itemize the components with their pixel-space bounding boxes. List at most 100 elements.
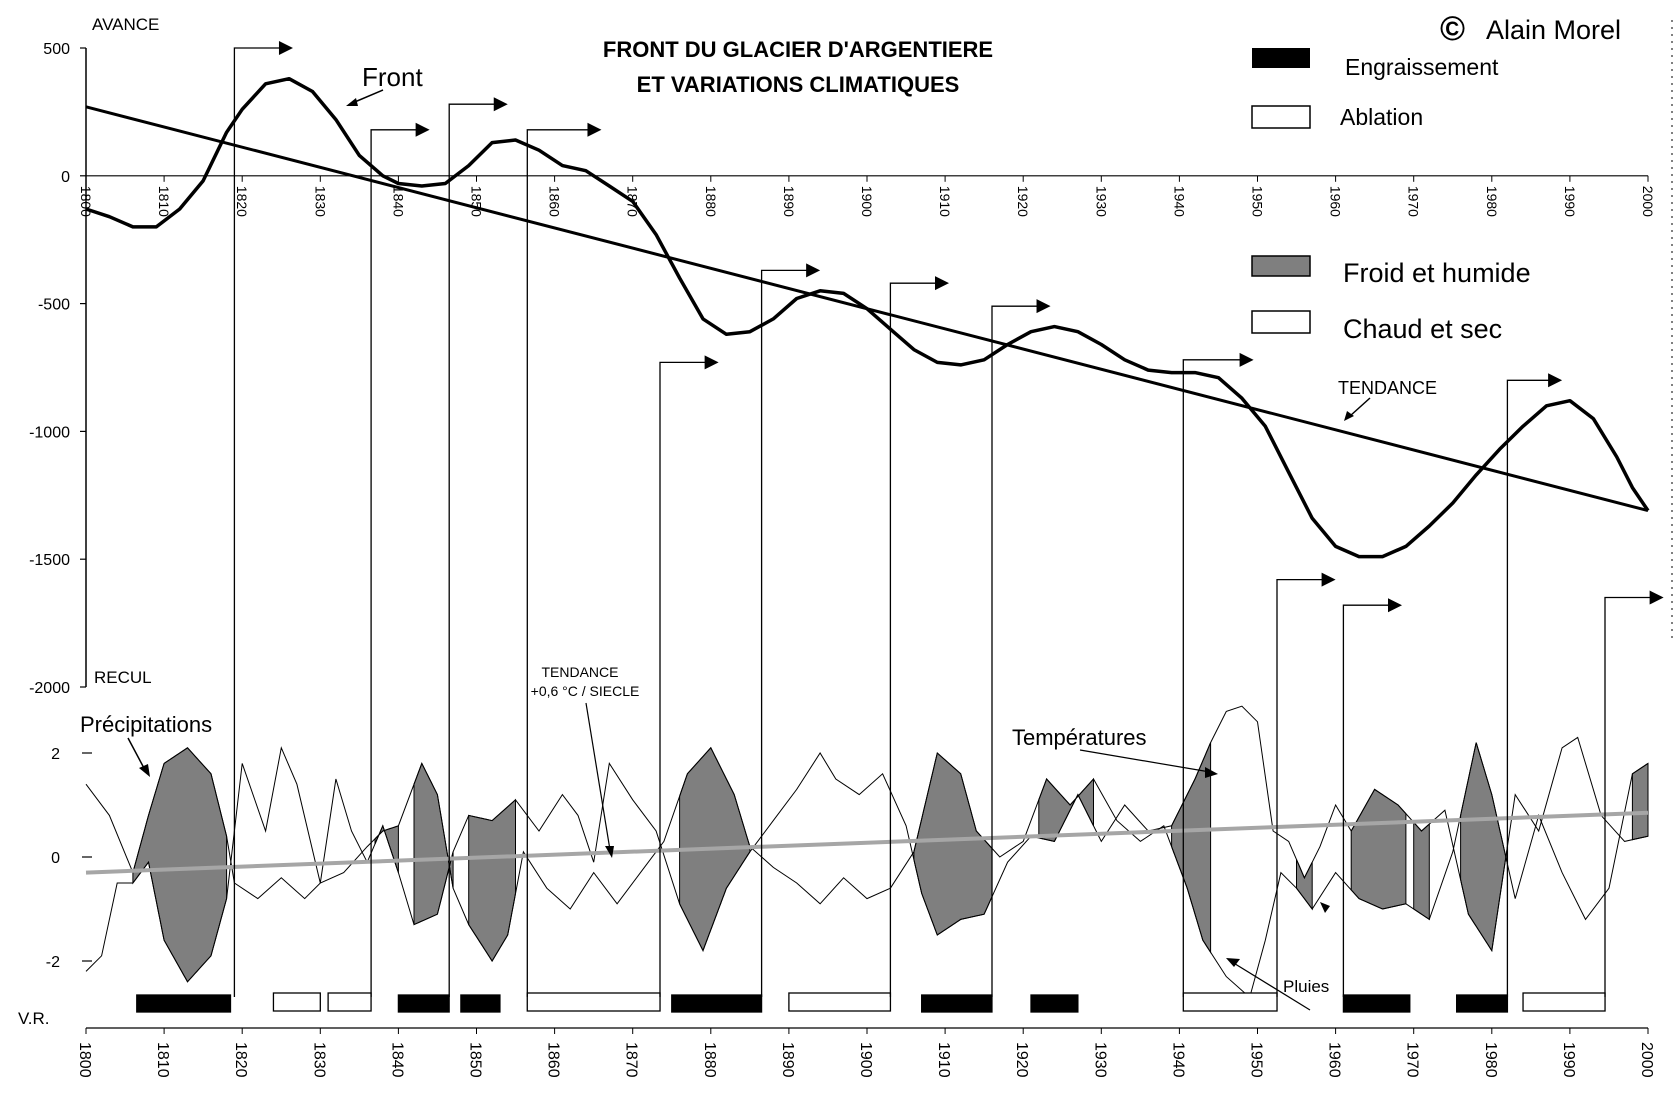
lower-x-tick-label: 1840 xyxy=(388,1042,405,1078)
link-arrowhead xyxy=(704,355,719,370)
link-arrowhead xyxy=(806,263,821,278)
copyright-author: Alain Morel xyxy=(1486,15,1621,45)
link-connector xyxy=(1604,596,1652,997)
precipitations-label: Précipitations xyxy=(80,712,212,737)
link-arrowhead xyxy=(278,41,293,55)
lower-y-tick-label: 0 xyxy=(51,850,60,867)
upper-x-tick-label: 1880 xyxy=(703,186,719,217)
upper-y-tick-label: 500 xyxy=(43,41,70,58)
link-arrowhead xyxy=(587,122,602,137)
upper-x-tick-label: 1850 xyxy=(469,186,485,217)
link-connector xyxy=(889,282,937,997)
link-arrowhead xyxy=(1321,572,1336,587)
lower-x-tick-label: 1870 xyxy=(623,1042,640,1078)
lower-x-tick-label: 1880 xyxy=(701,1042,718,1078)
front-label-arrowhead xyxy=(346,98,358,106)
link-connector xyxy=(659,361,707,997)
upper-y-tick-label: -500 xyxy=(38,297,70,314)
bar-ablation xyxy=(788,992,892,1012)
upper-y-tick-label: 0 xyxy=(61,169,70,186)
froid-humide-area xyxy=(1350,788,1407,910)
link-connector xyxy=(991,305,1039,997)
bar-ablation xyxy=(1522,992,1606,1012)
link-connector xyxy=(1182,359,1242,997)
lower-x-tick-label: 1860 xyxy=(545,1042,562,1078)
upper-x-tick-label: 1930 xyxy=(1093,186,1109,217)
link-arrowhead xyxy=(1548,373,1563,388)
lower-y-tick-label: 2 xyxy=(51,746,60,763)
lower-y-tick-label: -2 xyxy=(46,954,60,971)
bar-engraissement xyxy=(921,994,993,1013)
bar-ablation xyxy=(327,992,372,1012)
precipitations-arrowhead xyxy=(139,764,150,777)
upper-y-tick-label: -1000 xyxy=(29,424,70,441)
bar-engraissement xyxy=(397,994,450,1013)
link-connector xyxy=(233,47,281,997)
upper-x-tick-label: 1840 xyxy=(390,186,406,217)
legend-swatch-froid-humide xyxy=(1251,255,1311,277)
bar-engraissement xyxy=(671,994,763,1013)
temperatures-arrowhead xyxy=(1205,767,1218,778)
chart-title-line-2: ET VARIATIONS CLIMATIQUES xyxy=(637,72,960,97)
temperatures-line xyxy=(85,705,1649,983)
temp-trend-sublabel: +0,6 °C / SIECLE xyxy=(531,683,640,699)
temp-trend-line xyxy=(85,810,1649,875)
legend-label-engraissement: Engraissement xyxy=(1345,54,1499,80)
lower-x-tick-label: 1900 xyxy=(857,1042,874,1078)
pluies-arrowhead xyxy=(1226,958,1240,967)
link-connector xyxy=(526,129,590,997)
bar-engraissement xyxy=(1342,994,1411,1013)
link-connector xyxy=(370,129,418,997)
temp-trend-pointer xyxy=(585,702,611,851)
link-arrowhead xyxy=(493,97,508,112)
legend-label-ablation: Ablation xyxy=(1340,104,1423,130)
ylabel-vr: V.R. xyxy=(18,1009,50,1028)
upper-x-tick-label: 1950 xyxy=(1250,186,1266,217)
bar-ablation xyxy=(526,992,661,1012)
lower-x-tick-label: 1990 xyxy=(1560,1042,1577,1078)
link-arrowhead xyxy=(1036,299,1051,314)
lower-x-tick-label: 1920 xyxy=(1013,1042,1030,1078)
small-arrowhead xyxy=(1320,902,1330,913)
link-arrowhead xyxy=(935,276,950,291)
upper-x-tick-label: 1860 xyxy=(547,186,563,217)
bar-engraissement xyxy=(136,994,232,1013)
froid-humide-area xyxy=(468,798,516,962)
bar-engraissement xyxy=(460,994,501,1013)
upper-x-tick-label: 1820 xyxy=(234,186,250,217)
upper-x-tick-label: 1940 xyxy=(1171,186,1187,217)
chart-title-line-1: FRONT DU GLACIER D'ARGENTIERE xyxy=(603,37,993,62)
upper-y-tick-label: -2000 xyxy=(29,680,70,697)
link-connector xyxy=(1342,604,1390,997)
copyright-symbol: © xyxy=(1440,10,1465,48)
bar-ablation xyxy=(1182,992,1278,1012)
pluies-pointer xyxy=(1231,961,1311,1011)
front-series xyxy=(85,76,1650,559)
link-arrowhead xyxy=(1387,598,1402,613)
bar-engraissement xyxy=(1030,994,1079,1013)
tendance-label-arrowhead xyxy=(1344,411,1354,421)
upper-x-tick-label: 1970 xyxy=(1406,186,1422,217)
temperatures-label: Températures xyxy=(1012,725,1147,750)
lower-x-tick-label: 1820 xyxy=(232,1042,249,1078)
link-connector xyxy=(760,269,809,997)
upper-x-tick-label: 1890 xyxy=(781,186,797,217)
legend-swatch-engraissement xyxy=(1252,48,1310,68)
froid-humide-area xyxy=(1171,742,1212,955)
upper-x-tick-label: 1900 xyxy=(859,186,875,217)
froid-humide-area xyxy=(913,752,993,936)
lower-x-tick-label: 1810 xyxy=(154,1042,171,1078)
link-connector xyxy=(448,103,496,997)
legend-label-froid-humide: Froid et humide xyxy=(1343,258,1531,288)
froid-humide-area xyxy=(1413,821,1430,921)
lower-x-tick-label: 1910 xyxy=(935,1042,952,1078)
temp-trend-label: TENDANCE xyxy=(541,664,618,680)
upper-x-tick-label: 1990 xyxy=(1562,186,1578,217)
froid-humide-area xyxy=(374,824,399,873)
precipitations-pointer xyxy=(127,737,146,771)
lower-x-tick-label: 1930 xyxy=(1091,1042,1108,1078)
front-line xyxy=(85,76,1650,559)
bar-ablation xyxy=(272,992,321,1012)
